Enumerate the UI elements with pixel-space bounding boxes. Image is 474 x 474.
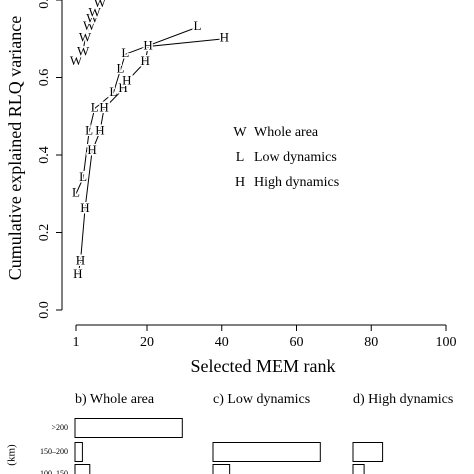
point-marker: L (91, 99, 99, 114)
point-marker: L (121, 45, 129, 60)
point-marker: L (109, 84, 117, 99)
x-tick-label: 60 (290, 335, 304, 350)
y-tick-label: 0.2 (37, 224, 52, 242)
x-tick-label: 80 (364, 335, 378, 350)
panel-title: d) High dynamics (353, 392, 453, 407)
category-label: >200 (51, 423, 68, 432)
point-marker: W (79, 30, 92, 45)
bar (212, 464, 231, 474)
bar (74, 442, 83, 462)
x-tick-label: 40 (215, 335, 229, 350)
point-marker: H (99, 99, 108, 114)
point-marker: H (140, 53, 149, 68)
bar (352, 442, 384, 462)
legend-label: Whole area (254, 125, 319, 140)
panel-title: c) Low dynamics (213, 392, 310, 407)
point-marker: W (89, 5, 102, 20)
series-line (75, 3, 101, 63)
x-tick-label: 1 (73, 335, 80, 350)
legend-marker: H (235, 175, 245, 190)
category-label: 150–200 (40, 447, 68, 456)
point-marker: W (77, 43, 90, 58)
point-marker: H (143, 37, 152, 52)
bar (212, 442, 321, 462)
panel-title: b) Whole area (75, 392, 155, 407)
y-tick-label: 0.8 (37, 0, 52, 9)
series-line (77, 38, 225, 276)
point-marker: L (116, 61, 124, 76)
category-label: 100–150 (40, 469, 68, 474)
y-tick-label: 0.0 (37, 301, 52, 319)
panel-y-label: (km) (6, 444, 18, 466)
bar (74, 464, 91, 474)
point-marker: H (73, 266, 82, 281)
point-marker: W (86, 10, 99, 25)
legend-marker: W (233, 125, 247, 140)
point-marker: L (79, 169, 87, 184)
point-marker: H (87, 142, 96, 157)
y-tick-label: 0.4 (37, 146, 52, 164)
point-marker: W (83, 18, 96, 33)
legend-marker: L (236, 150, 245, 165)
point-marker: H (80, 200, 89, 215)
point-marker: H (220, 30, 229, 45)
point-marker: L (193, 18, 201, 33)
point-marker: H (122, 72, 131, 87)
x-tick-label: 100 (436, 335, 457, 350)
y-axis-label: Cumulative explained RLQ variance (5, 16, 25, 280)
bar (74, 418, 183, 438)
x-tick-label: 20 (140, 335, 154, 350)
point-marker: L (72, 185, 80, 200)
bar (352, 464, 365, 474)
point-marker: H (76, 253, 85, 268)
x-axis-label: Selected MEM rank (191, 356, 336, 376)
point-marker: W (70, 53, 83, 68)
point-marker: H (95, 123, 104, 138)
y-tick-label: 0.6 (37, 69, 52, 87)
legend-label: Low dynamics (254, 150, 337, 165)
point-marker: H (118, 80, 127, 95)
point-marker: L (85, 123, 93, 138)
point-marker: W (94, 0, 107, 10)
series-line (75, 26, 198, 194)
legend-label: High dynamics (254, 175, 339, 190)
